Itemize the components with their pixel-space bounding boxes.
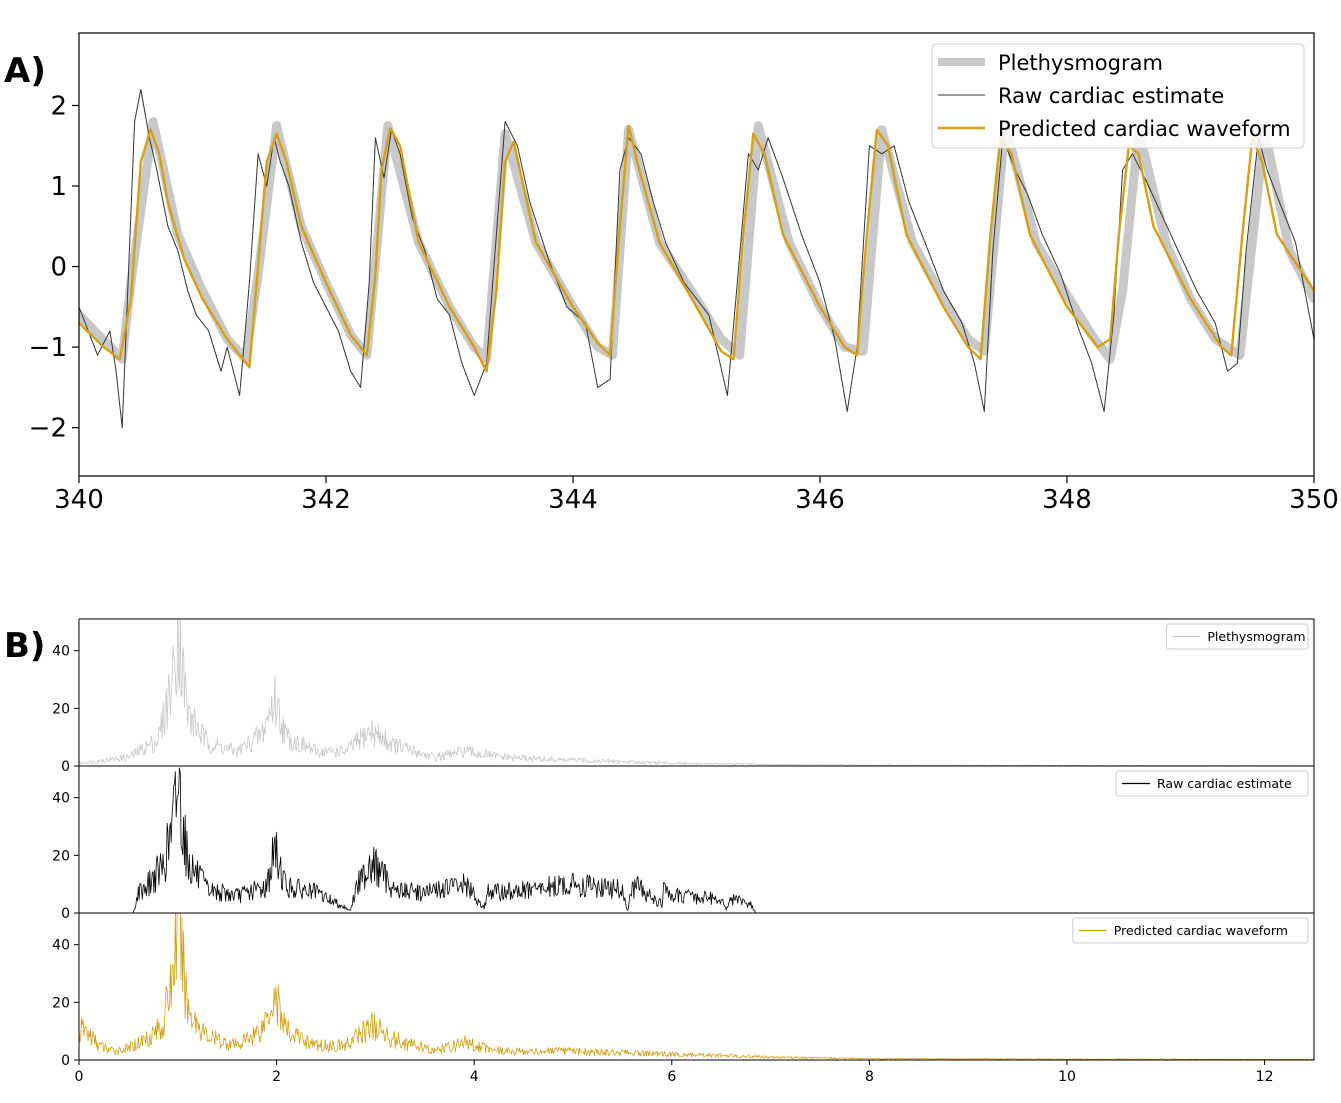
x-tick-label: 0 [75, 1069, 84, 1085]
legend-box [1072, 917, 1309, 944]
legend-box [1165, 623, 1309, 650]
series-line-predicted-cardiac-waveform [79, 124, 1314, 373]
legend-label: Plethysmogram [998, 51, 1163, 75]
legend-label: Predicted cardiac waveform [998, 117, 1291, 141]
series-line-raw-cardiac-estimate [79, 88, 1314, 429]
x-tick-label: 12 [1256, 1069, 1274, 1085]
x-tick-label: 6 [667, 1069, 676, 1085]
legend-label: Raw cardiac estimate [998, 84, 1224, 108]
panel-b-plethysmogram-spectrum: 0 20 40 Plethysmogram [52, 618, 1315, 775]
y-tick-label: 2 [50, 91, 67, 121]
x-tick-label: 8 [865, 1069, 874, 1085]
x-tick-label: 2 [272, 1069, 281, 1085]
legend-label: Plethysmogram [1207, 629, 1305, 644]
panel-b-label: B) [4, 626, 45, 666]
x-tick-label: 348 [1042, 485, 1092, 515]
panel-b-predicted-cardiac-spectrum: 0 20 40 0 2 4 6 8 10 12 Predicted cardiac waveform [52, 912, 1315, 1085]
y-tick-label: 40 [52, 938, 70, 954]
panel-a-legend: Plethysmogram Raw cardiac estimate Predict… [931, 43, 1305, 149]
panel-a-label: A) [4, 51, 46, 91]
x-tick-label: 340 [54, 485, 104, 515]
x-tick-label: 346 [795, 485, 845, 515]
subplot-legend: Predicted cardiac waveform [1072, 917, 1309, 944]
subplot-legend: Raw cardiac estimate [1115, 770, 1309, 797]
x-tick-label: 350 [1289, 485, 1339, 515]
series-line-plethysmogram [79, 117, 1314, 364]
x-tick-label: 344 [548, 485, 598, 515]
y-tick-label: −1 [29, 333, 67, 363]
y-tick-label: 40 [52, 644, 70, 660]
y-tick-label: 0 [61, 759, 70, 775]
panel-a-frame [78, 32, 1315, 477]
legend-label: Raw cardiac estimate [1157, 776, 1292, 791]
y-tick-label: 40 [52, 791, 70, 807]
legend-box [931, 43, 1305, 149]
legend-label: Predicted cardiac waveform [1114, 923, 1288, 938]
x-tick-label: 342 [301, 485, 351, 515]
x-tick-label: 4 [470, 1069, 479, 1085]
subplot-legend: Plethysmogram [1165, 623, 1309, 650]
y-tick-label: 0 [61, 906, 70, 922]
x-tick-label: 10 [1058, 1069, 1076, 1085]
y-tick-label: 0 [50, 253, 67, 283]
y-tick-label: 20 [52, 995, 70, 1011]
y-tick-label: 20 [52, 701, 70, 717]
y-tick-label: 1 [50, 172, 67, 202]
spectrum-line-predicted-cardiac-waveform [79, 913, 1314, 1060]
spectrum-line-raw-cardiac-estimate [79, 767, 1314, 913]
subplot-frame [78, 618, 1315, 767]
panel-a-chart: 340 342 344 346 348 350 −2 −1 0 1 2 Plethysmogram Ra… [29, 32, 1339, 515]
subplot-frame [78, 912, 1315, 1061]
legend-box [1115, 770, 1309, 797]
y-tick-label: −2 [29, 414, 67, 444]
panel-b-raw-cardiac-spectrum: 0 20 40 Raw cardiac estimate [52, 765, 1315, 922]
spectrum-line-plethysmogram [79, 619, 1314, 766]
y-tick-label: 20 [52, 848, 70, 864]
y-tick-label: 0 [61, 1053, 70, 1069]
